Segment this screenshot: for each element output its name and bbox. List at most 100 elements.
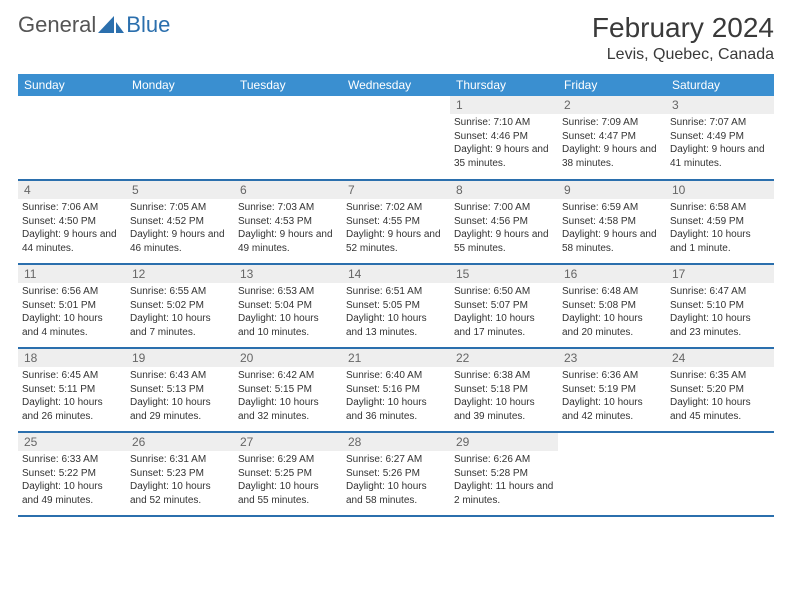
day-details: Sunrise: 6:55 AMSunset: 5:02 PMDaylight:… [126, 283, 234, 341]
calendar-cell: 3Sunrise: 7:07 AMSunset: 4:49 PMDaylight… [666, 96, 774, 180]
day-number: 12 [126, 265, 234, 283]
calendar-body: 1Sunrise: 7:10 AMSunset: 4:46 PMDaylight… [18, 96, 774, 516]
day-details: Sunrise: 7:09 AMSunset: 4:47 PMDaylight:… [558, 114, 666, 172]
day-details: Sunrise: 7:06 AMSunset: 4:50 PMDaylight:… [18, 199, 126, 257]
calendar-cell: 19Sunrise: 6:43 AMSunset: 5:13 PMDayligh… [126, 348, 234, 432]
day-details: Sunrise: 7:07 AMSunset: 4:49 PMDaylight:… [666, 114, 774, 172]
calendar-cell: 17Sunrise: 6:47 AMSunset: 5:10 PMDayligh… [666, 264, 774, 348]
daylight-line: Daylight: 10 hours and 42 minutes. [562, 396, 662, 423]
daylight-line: Daylight: 10 hours and 58 minutes. [346, 480, 446, 507]
sunset-line: Sunset: 4:49 PM [670, 130, 770, 144]
daylight-line: Daylight: 10 hours and 7 minutes. [130, 312, 230, 339]
daylight-line: Daylight: 9 hours and 35 minutes. [454, 143, 554, 170]
day-number: 27 [234, 433, 342, 451]
weekday-header: Thursday [450, 74, 558, 96]
calendar-cell: 12Sunrise: 6:55 AMSunset: 5:02 PMDayligh… [126, 264, 234, 348]
calendar-cell: 26Sunrise: 6:31 AMSunset: 5:23 PMDayligh… [126, 432, 234, 516]
daylight-line: Daylight: 11 hours and 2 minutes. [454, 480, 554, 507]
day-details: Sunrise: 6:51 AMSunset: 5:05 PMDaylight:… [342, 283, 450, 341]
day-number: 15 [450, 265, 558, 283]
sunrise-line: Sunrise: 6:55 AM [130, 285, 230, 299]
calendar-cell-empty [666, 432, 774, 516]
calendar-cell: 25Sunrise: 6:33 AMSunset: 5:22 PMDayligh… [18, 432, 126, 516]
sunrise-line: Sunrise: 6:58 AM [670, 201, 770, 215]
daylight-line: Daylight: 10 hours and 17 minutes. [454, 312, 554, 339]
sunrise-line: Sunrise: 6:51 AM [346, 285, 446, 299]
day-details: Sunrise: 6:31 AMSunset: 5:23 PMDaylight:… [126, 451, 234, 509]
calendar-cell: 27Sunrise: 6:29 AMSunset: 5:25 PMDayligh… [234, 432, 342, 516]
day-number: 20 [234, 349, 342, 367]
sunset-line: Sunset: 5:19 PM [562, 383, 662, 397]
sunrise-line: Sunrise: 6:40 AM [346, 369, 446, 383]
calendar-cell: 16Sunrise: 6:48 AMSunset: 5:08 PMDayligh… [558, 264, 666, 348]
daylight-line: Daylight: 10 hours and 39 minutes. [454, 396, 554, 423]
sunset-line: Sunset: 5:15 PM [238, 383, 338, 397]
sunrise-line: Sunrise: 7:00 AM [454, 201, 554, 215]
weekday-header: Friday [558, 74, 666, 96]
logo-sail-icon [98, 16, 124, 34]
sunrise-line: Sunrise: 6:26 AM [454, 453, 554, 467]
sunset-line: Sunset: 4:56 PM [454, 215, 554, 229]
sunset-line: Sunset: 4:58 PM [562, 215, 662, 229]
calendar-cell-empty [234, 96, 342, 180]
calendar-cell-empty [126, 96, 234, 180]
sunset-line: Sunset: 4:53 PM [238, 215, 338, 229]
daylight-line: Daylight: 9 hours and 52 minutes. [346, 228, 446, 255]
sunrise-line: Sunrise: 6:27 AM [346, 453, 446, 467]
calendar-row: 25Sunrise: 6:33 AMSunset: 5:22 PMDayligh… [18, 432, 774, 516]
calendar-row: 18Sunrise: 6:45 AMSunset: 5:11 PMDayligh… [18, 348, 774, 432]
page-title: February 2024 [592, 12, 774, 44]
sunrise-line: Sunrise: 6:56 AM [22, 285, 122, 299]
sunrise-line: Sunrise: 7:05 AM [130, 201, 230, 215]
day-details: Sunrise: 6:43 AMSunset: 5:13 PMDaylight:… [126, 367, 234, 425]
day-number: 22 [450, 349, 558, 367]
day-details: Sunrise: 6:47 AMSunset: 5:10 PMDaylight:… [666, 283, 774, 341]
day-number: 25 [18, 433, 126, 451]
daylight-line: Daylight: 10 hours and 4 minutes. [22, 312, 122, 339]
sunrise-line: Sunrise: 6:43 AM [130, 369, 230, 383]
daylight-line: Daylight: 10 hours and 52 minutes. [130, 480, 230, 507]
sunrise-line: Sunrise: 7:03 AM [238, 201, 338, 215]
calendar-cell: 24Sunrise: 6:35 AMSunset: 5:20 PMDayligh… [666, 348, 774, 432]
day-details: Sunrise: 6:29 AMSunset: 5:25 PMDaylight:… [234, 451, 342, 509]
sunrise-line: Sunrise: 7:07 AM [670, 116, 770, 130]
daylight-line: Daylight: 9 hours and 58 minutes. [562, 228, 662, 255]
day-details: Sunrise: 6:38 AMSunset: 5:18 PMDaylight:… [450, 367, 558, 425]
calendar-cell: 7Sunrise: 7:02 AMSunset: 4:55 PMDaylight… [342, 180, 450, 264]
daylight-line: Daylight: 10 hours and 13 minutes. [346, 312, 446, 339]
weekday-header: Monday [126, 74, 234, 96]
sunset-line: Sunset: 5:28 PM [454, 467, 554, 481]
calendar-table: SundayMondayTuesdayWednesdayThursdayFrid… [18, 74, 774, 517]
sunrise-line: Sunrise: 7:06 AM [22, 201, 122, 215]
day-number: 5 [126, 181, 234, 199]
day-details: Sunrise: 7:03 AMSunset: 4:53 PMDaylight:… [234, 199, 342, 257]
logo: General Blue [18, 12, 170, 38]
sunset-line: Sunset: 5:11 PM [22, 383, 122, 397]
daylight-line: Daylight: 10 hours and 10 minutes. [238, 312, 338, 339]
day-number: 24 [666, 349, 774, 367]
weekday-header: Wednesday [342, 74, 450, 96]
sunset-line: Sunset: 5:23 PM [130, 467, 230, 481]
calendar-cell-empty [342, 96, 450, 180]
calendar-cell: 21Sunrise: 6:40 AMSunset: 5:16 PMDayligh… [342, 348, 450, 432]
sunset-line: Sunset: 4:50 PM [22, 215, 122, 229]
day-details: Sunrise: 7:05 AMSunset: 4:52 PMDaylight:… [126, 199, 234, 257]
day-details: Sunrise: 6:26 AMSunset: 5:28 PMDaylight:… [450, 451, 558, 509]
day-number: 4 [18, 181, 126, 199]
daylight-line: Daylight: 10 hours and 23 minutes. [670, 312, 770, 339]
calendar-cell: 2Sunrise: 7:09 AMSunset: 4:47 PMDaylight… [558, 96, 666, 180]
day-details: Sunrise: 6:58 AMSunset: 4:59 PMDaylight:… [666, 199, 774, 257]
calendar-cell: 10Sunrise: 6:58 AMSunset: 4:59 PMDayligh… [666, 180, 774, 264]
sunrise-line: Sunrise: 6:29 AM [238, 453, 338, 467]
sunset-line: Sunset: 5:10 PM [670, 299, 770, 313]
day-details: Sunrise: 7:10 AMSunset: 4:46 PMDaylight:… [450, 114, 558, 172]
weekday-header: Tuesday [234, 74, 342, 96]
day-details: Sunrise: 7:02 AMSunset: 4:55 PMDaylight:… [342, 199, 450, 257]
page-subtitle: Levis, Quebec, Canada [592, 46, 774, 64]
day-number: 10 [666, 181, 774, 199]
sunrise-line: Sunrise: 6:59 AM [562, 201, 662, 215]
day-number: 8 [450, 181, 558, 199]
sunrise-line: Sunrise: 6:50 AM [454, 285, 554, 299]
calendar-cell: 11Sunrise: 6:56 AMSunset: 5:01 PMDayligh… [18, 264, 126, 348]
day-details: Sunrise: 6:53 AMSunset: 5:04 PMDaylight:… [234, 283, 342, 341]
